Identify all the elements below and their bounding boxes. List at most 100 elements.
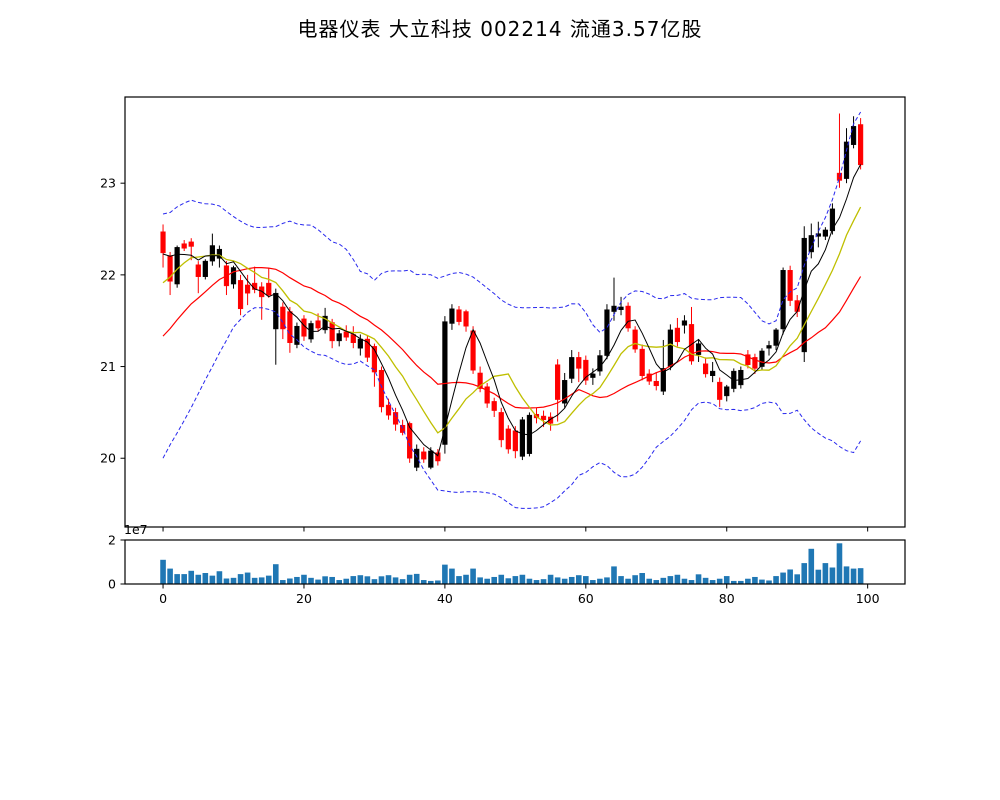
candle-body: [745, 354, 751, 365]
volume-bar: [223, 578, 230, 584]
volume-bar: [730, 580, 737, 584]
volume-bar: [843, 566, 850, 584]
candle-body: [329, 322, 335, 342]
candle-body: [456, 309, 462, 322]
volume-bar: [308, 577, 314, 584]
y-tick-label: 22: [100, 267, 116, 282]
volume-bar: [385, 575, 392, 584]
volume-bar: [695, 574, 702, 584]
candle-body: [449, 308, 455, 324]
candle-body: [555, 364, 561, 400]
volume-bar: [738, 580, 744, 584]
candle-body: [604, 309, 610, 356]
volume-bar: [420, 580, 427, 584]
candle-body: [632, 329, 638, 350]
volume-bar: [723, 576, 730, 584]
volume-bar: [456, 576, 462, 584]
candle-body: [181, 243, 187, 249]
candle-body: [717, 381, 723, 400]
volume-bar: [435, 580, 441, 584]
volume-bar: [160, 559, 166, 584]
volume-x-tick-label: 20: [296, 591, 312, 606]
volume-offset-label: 1e7: [124, 522, 148, 537]
candle-body: [787, 270, 793, 301]
price-axis: 20 21 22 23: [100, 176, 869, 532]
volume-bar: [188, 570, 195, 584]
volume-bar: [674, 574, 681, 584]
volume-bar: [533, 580, 540, 584]
volume-bar: [808, 548, 815, 584]
volume-x-tick-label: 80: [719, 591, 735, 606]
candle-body: [710, 370, 716, 376]
candle-body: [364, 338, 370, 358]
volume-bar: [449, 568, 455, 584]
volume-bar: [322, 576, 328, 584]
candle-body: [414, 448, 420, 468]
candle-body: [547, 416, 554, 424]
volume-bar: [822, 563, 829, 584]
candle-body: [202, 260, 208, 277]
candle-body: [280, 306, 286, 330]
candle-body: [400, 424, 406, 433]
candle-body: [160, 231, 166, 254]
volume-x-tick-label: 0: [159, 591, 167, 606]
volume-bar: [280, 580, 286, 584]
candle-body: [421, 451, 427, 460]
candle-body: [505, 428, 511, 450]
ma-fast-line: [162, 164, 862, 457]
overlay-lines: [162, 111, 862, 509]
volume-bar: [604, 577, 610, 584]
candle-body: [829, 208, 836, 232]
volume-bar: [216, 571, 223, 584]
volume-bar: [815, 569, 822, 584]
candle-body: [639, 348, 645, 376]
volume-bar: [667, 576, 674, 584]
volume-bar: [632, 575, 638, 584]
candle-body: [371, 346, 378, 373]
volume-bar: [491, 576, 498, 584]
candle-body: [702, 363, 709, 375]
candle-body: [611, 305, 617, 312]
volume-panel-border: [124, 539, 906, 585]
volume-bar: [258, 577, 265, 584]
candle-body: [858, 124, 864, 166]
volume-bar: [836, 543, 843, 584]
candle-body: [336, 333, 342, 342]
volume-bar: [540, 579, 547, 584]
volume-bar: [794, 574, 800, 584]
candle-body: [167, 255, 173, 282]
volume-bar: [470, 568, 476, 584]
candle-body: [216, 248, 223, 259]
candle-body: [477, 372, 483, 389]
volume-bar: [230, 577, 237, 584]
volume-bar: [174, 574, 180, 584]
volume-bar: [561, 578, 568, 584]
candle-body: [766, 345, 772, 349]
volume-bar: [857, 568, 864, 584]
volume-bar: [681, 578, 688, 584]
candle-body: [562, 380, 568, 404]
candle-body: [287, 311, 293, 343]
candle-body: [815, 233, 821, 237]
candle-body: [343, 331, 349, 338]
volume-bar: [427, 580, 434, 584]
candle-body: [519, 419, 525, 457]
volume-y-tick-label: 0: [108, 577, 116, 592]
volume-bar: [244, 572, 251, 584]
volume-bar: [597, 578, 603, 584]
volume-x-tick-label: 40: [437, 591, 453, 606]
volume-bar: [787, 569, 793, 584]
candle-body: [738, 369, 744, 386]
volume-bar: [752, 576, 758, 584]
candle-body: [392, 412, 399, 425]
candle-body: [294, 325, 300, 345]
volume-x-tick-label: 100: [856, 591, 880, 606]
candle-body: [780, 270, 786, 330]
candle-body: [695, 343, 702, 355]
volume-bar: [294, 576, 300, 584]
volume-bar: [371, 579, 378, 584]
volume-bar: [611, 566, 617, 584]
candle-body: [667, 329, 673, 367]
volume-bar: [392, 577, 399, 584]
